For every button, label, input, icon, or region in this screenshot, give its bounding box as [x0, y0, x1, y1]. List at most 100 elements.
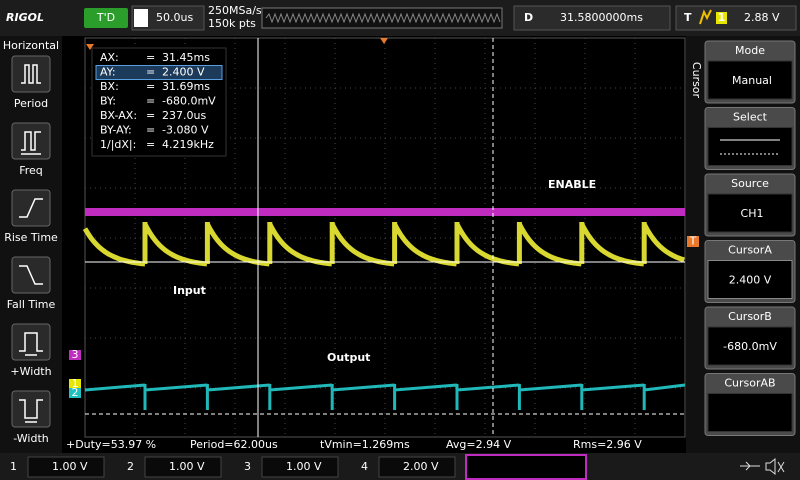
- readout-cell: -680.0mV: [162, 95, 216, 108]
- trigger-edge-icon: [699, 9, 712, 25]
- measure-icon: [19, 399, 43, 423]
- enable-trace: [85, 208, 685, 216]
- menu-label: Source: [731, 177, 769, 190]
- measure-icon: [21, 131, 41, 155]
- readout-cell: =: [146, 109, 155, 122]
- menu-value-box: [707, 393, 793, 432]
- channel-scale: 2.00 V: [403, 460, 439, 473]
- menu-label: CursorAB: [724, 377, 775, 390]
- readout-cell: =: [146, 138, 155, 151]
- readout-cell: =: [146, 124, 155, 137]
- measure-label: -Width: [13, 432, 49, 445]
- enable-label: ENABLE: [548, 178, 596, 191]
- channel-marker-label: 2: [72, 386, 79, 399]
- readout-cell: 237.0us: [162, 109, 206, 122]
- measure-icon: [21, 64, 41, 84]
- trigger-position-marker: [380, 38, 388, 44]
- trigger-label: T: [684, 11, 692, 24]
- menu-value-box: [707, 326, 793, 366]
- readout-cell: =: [146, 95, 155, 108]
- channel-marker: [69, 350, 81, 360]
- status-box: [84, 8, 128, 28]
- readout-cell: 1/|dX|:: [100, 138, 136, 151]
- channel-scale-box: [144, 456, 222, 478]
- output-trace: [84, 383, 686, 410]
- right-menu-title: Cursor: [690, 62, 703, 99]
- trigger-marker: [687, 236, 699, 247]
- input-label: Input: [173, 284, 206, 297]
- delay-label: D: [524, 11, 533, 24]
- menu-label: CursorB: [728, 310, 772, 323]
- menu-label: CursorA: [728, 244, 772, 257]
- measure-icon: [19, 332, 43, 356]
- menu-label: Mode: [735, 44, 765, 57]
- channel-active: [465, 454, 587, 480]
- channel-scale-box: [378, 456, 456, 478]
- channel-number: 2: [127, 460, 134, 473]
- measurement: +Duty=53.97 %: [66, 438, 156, 451]
- timebase-label-box: [134, 9, 148, 27]
- readout-cell: 2.400 V: [162, 66, 205, 79]
- channel-marker-label: 3: [72, 348, 79, 361]
- readout-cell: AX:: [100, 51, 119, 64]
- measurement: Rms=2.96 V: [573, 438, 642, 451]
- output-label: Output: [327, 351, 370, 364]
- delay-marker: [86, 44, 94, 50]
- readout-cell: =: [146, 80, 155, 93]
- channel-scale: 1.00 V: [286, 460, 322, 473]
- menu-value-box: [707, 127, 793, 166]
- measure-label: Freq: [19, 164, 43, 177]
- input-trace: [82, 222, 685, 267]
- trigger-source-box: [716, 12, 727, 24]
- measure-label: Fall Time: [7, 298, 56, 311]
- measure-button[interactable]: [11, 55, 51, 93]
- memory-waveform: [265, 12, 501, 24]
- readout-cell: 31.45ms: [162, 51, 210, 64]
- measurement: Period=62.00us: [190, 438, 278, 451]
- trigger-source: 1: [718, 11, 726, 24]
- timebase-label: H: [136, 11, 145, 24]
- menu-value: 2.400 V: [729, 274, 772, 287]
- delay-box: [513, 5, 671, 31]
- measure-label: Period: [14, 97, 48, 110]
- left-menu-title: Horizontal: [3, 39, 59, 52]
- measure-label: +Width: [10, 365, 51, 378]
- menu-value-box: [707, 260, 793, 299]
- channel-number: 4: [361, 460, 368, 473]
- timebase: 50.0us: [156, 11, 193, 24]
- menu-value-box: [707, 193, 793, 233]
- readout-cell: 4.219kHz: [162, 138, 214, 151]
- readout-cell: -3.080 V: [162, 124, 209, 137]
- sample-rate: 250MSa/s: [208, 4, 262, 17]
- channel-marker-label: 1: [72, 377, 79, 390]
- readout-cell: =: [146, 51, 155, 64]
- measurement: tVmin=1.269ms: [320, 438, 410, 451]
- readout-cell: =: [146, 66, 155, 79]
- trigger-box: [675, 5, 797, 31]
- menu-value-box: [707, 60, 793, 100]
- channel-marker: [69, 379, 81, 389]
- speaker-icon: [765, 457, 785, 476]
- channel-scale: 1.00 V: [169, 460, 205, 473]
- status: T'D: [96, 11, 115, 24]
- delay: 31.5800000ms: [560, 11, 643, 24]
- readout-cell: 31.69ms: [162, 80, 210, 93]
- trigger-level: 2.88 V: [744, 11, 780, 24]
- channel-number: 1: [10, 460, 17, 473]
- readout-highlight: [95, 65, 223, 80]
- readout-cell: AY:: [100, 66, 116, 79]
- channel-number: 3: [244, 460, 251, 473]
- left-panel: [0, 36, 62, 453]
- measure-icon: [19, 265, 43, 285]
- menu-value: CH1: [741, 207, 764, 220]
- measurement: Avg=2.94 V: [446, 438, 512, 451]
- readout-cell: BY:: [100, 95, 116, 108]
- menu-label: Select: [733, 111, 768, 124]
- menu-value: Manual: [732, 74, 772, 87]
- channel-marker: [69, 388, 81, 398]
- channel-scale: 1.00 V: [52, 460, 88, 473]
- memory-depth: 150k pts: [208, 17, 256, 30]
- measure-icon: [19, 198, 43, 218]
- readout-cell: BY-AY:: [100, 124, 132, 137]
